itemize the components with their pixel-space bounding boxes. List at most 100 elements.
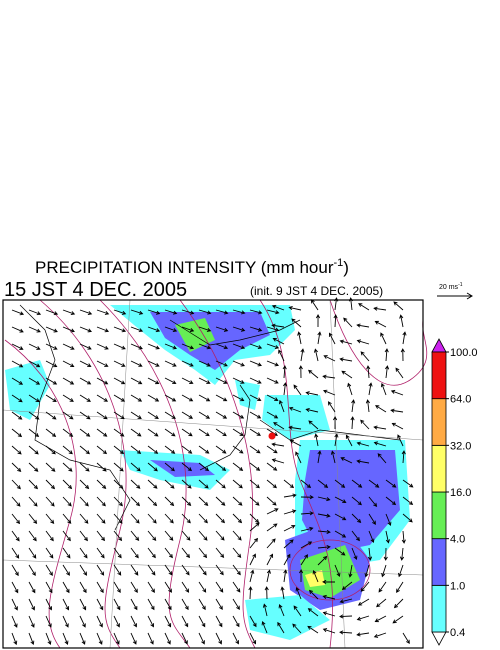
wind-arrow [215,309,229,315]
wind-arrow [385,479,397,488]
wind-arrow [147,632,154,645]
wind-arrow [11,445,22,455]
wind-arrow [79,445,90,455]
wind-arrow [272,337,285,345]
wind-arrow [11,326,24,333]
wind-arrow [232,309,246,315]
wind-arrow [96,394,109,402]
wind-arrow [198,445,210,454]
wind-arrow [130,360,143,367]
wind-arrow [273,422,285,430]
wind-arrow [45,462,56,472]
wind-arrow [181,632,188,645]
title-main: PRECIPITATION INTENSITY (mm hour [35,258,334,277]
wind-arrow [334,547,346,556]
wind-arrow [215,598,223,611]
wind-arrow [45,309,59,316]
wind-arrow [348,564,353,578]
wind-arrow [28,445,39,455]
wind-arrow [181,428,193,437]
wind-arrow [96,581,104,594]
wind-arrow [215,411,228,419]
wind-arrow [266,343,280,349]
wind-arrow [297,331,302,345]
wind-arrow [248,586,253,600]
wind-arrow [396,581,404,593]
wind-arrow [347,382,353,396]
wind-arrow [45,445,56,455]
wind-arrow [147,496,158,507]
wind-arrow [339,357,353,362]
wind-arrow [283,479,295,489]
wind-arrow [45,513,55,524]
wind-arrow [401,450,406,464]
wind-arrow [249,309,263,315]
wind-arrow [130,530,140,542]
grid-line [2,409,424,441]
wind-arrow [164,343,177,350]
wind-arrow [62,581,70,594]
colorbar-label: 1.0 [450,580,465,592]
wind-arrow [181,581,190,593]
wind-arrow [232,428,244,437]
wind-arrow [164,581,172,593]
wind-arrow [322,579,336,585]
pressure-contours [4,299,428,649]
wind-arrow [266,360,280,367]
wind-arrow [249,496,260,506]
wind-arrow [28,462,39,472]
wind-arrow [307,608,319,617]
wind-arrow [293,605,302,617]
wind-arrow [339,630,353,635]
wind-arrow [232,394,245,402]
wind-arrow [62,564,70,576]
wind-arrow [45,343,58,350]
wind-arrow [130,309,144,315]
grid-line [2,559,424,576]
wind-arrow [28,564,36,577]
wind-arrow [130,326,144,333]
wind-arrow [147,428,159,437]
wind-arrow [147,394,160,402]
wind-arrow [368,479,380,488]
wind-arrow [11,309,25,316]
wind-arrow [215,360,228,367]
wind-arrow [45,496,55,507]
wind-arrow [300,541,313,549]
wind-arrow [351,530,360,542]
wind-arrow [341,370,353,379]
wind-arrow [96,462,107,472]
wind-arrow [28,632,35,646]
wind-arrow [232,615,240,628]
wind-arrow [79,547,88,559]
wind-arrow [79,411,91,420]
wind-arrow [282,365,287,379]
wind-arrow [45,598,52,611]
colorbar-label: 100.0 [450,347,478,359]
coastline [169,319,301,346]
title-close: ) [343,258,349,277]
wind-arrow [373,425,387,430]
wind-arrow [401,530,406,544]
wind-arrow [289,439,302,447]
wind-arrow [11,615,18,628]
wind-arrow [113,496,123,507]
wind-arrow [232,377,245,384]
wind-arrow [390,389,404,396]
colorbar-segment [431,444,447,493]
wind-arrow [96,564,105,576]
wind-arrow [198,615,206,628]
wind-arrow [278,604,285,617]
wind-arrow [79,615,86,628]
wind-arrow [322,611,336,617]
wind-arrow [283,382,288,396]
wind-arrow [164,326,178,333]
wind-arrow [300,511,314,516]
wind-arrow [368,513,376,525]
grid-line [109,299,131,649]
wind-arrow [45,428,57,437]
contour [179,299,256,649]
valid-time: 15 JST 4 DEC. 2005 [4,279,187,301]
wind-arrow [283,569,288,583]
wind-arrow [79,377,92,385]
